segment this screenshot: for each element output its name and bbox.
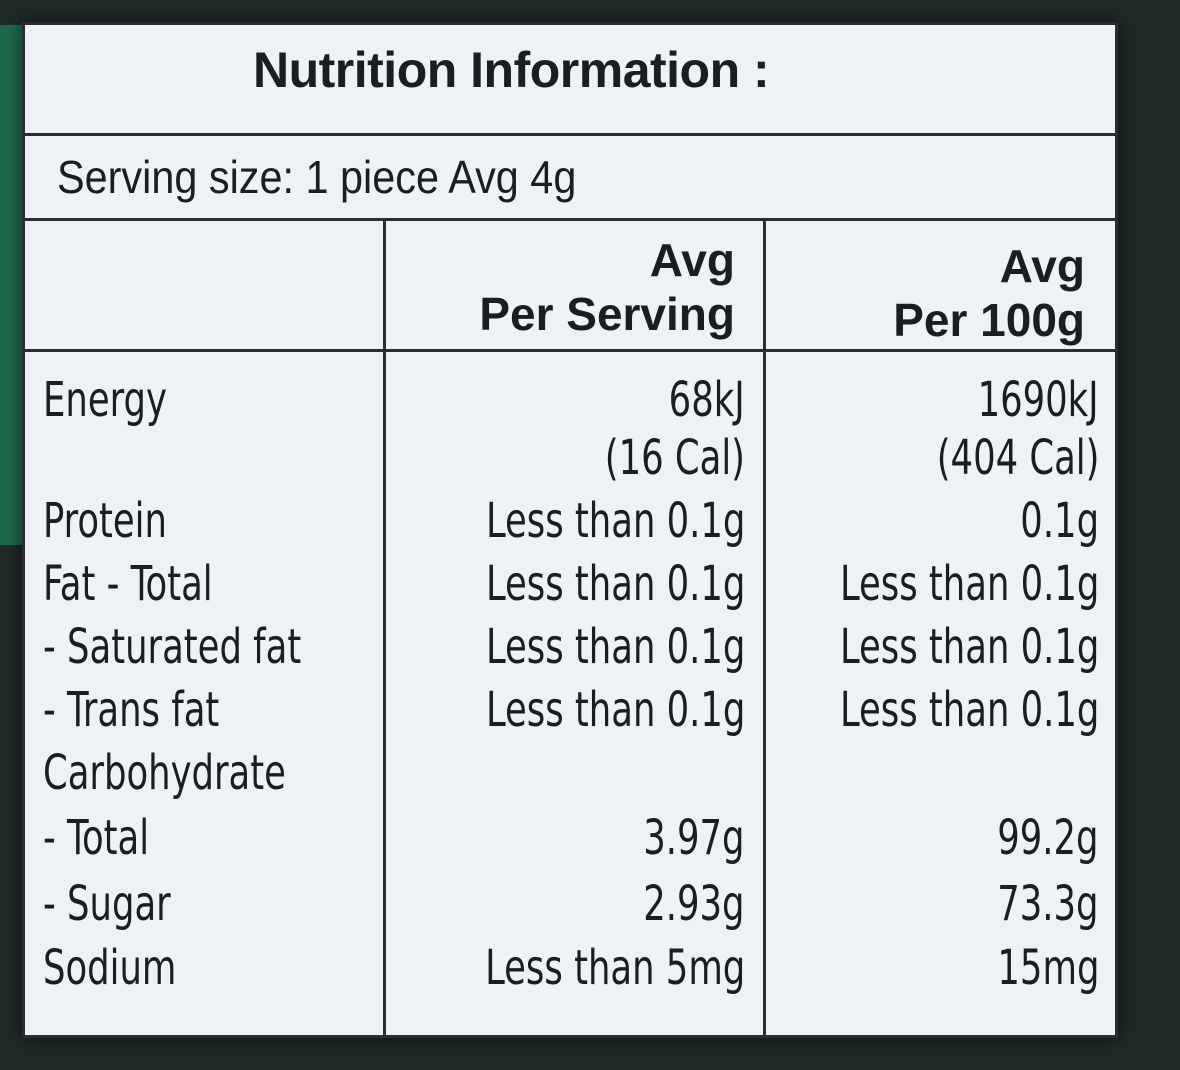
table-row: Carbohydrate	[25, 742, 1115, 804]
per-serving-value: (16 Cal)	[604, 430, 745, 486]
title-row: Nutrition Information :	[25, 25, 1115, 136]
per-100g-value: Less than 0.1g	[839, 619, 1099, 675]
nutrition-label: Nutrition Information : Serving size: 1 …	[22, 22, 1118, 1038]
nutrient-name: - Total	[43, 810, 150, 866]
header-per-100g: Avg Per 100g	[775, 239, 1085, 347]
per-100g-value: 1690kJ	[977, 372, 1099, 428]
label-title: Nutrition Information :	[253, 42, 770, 98]
table-row: - Total 3.97g 99.2g	[25, 807, 1115, 869]
per-serving-value: Less than 5mg	[484, 940, 745, 996]
serving-size: Serving size: 1 piece Avg 4g	[57, 151, 577, 203]
serving-size-row: Serving size: 1 piece Avg 4g	[25, 136, 1115, 221]
table-row: Sodium Less than 5mg 15mg	[25, 937, 1115, 999]
column-header-row: Avg Per Serving Avg Per 100g	[25, 221, 1115, 352]
per-serving-value: 2.93g	[643, 876, 745, 932]
header-per-serving: Avg Per Serving	[395, 233, 735, 341]
per-100g-value: (404 Cal)	[936, 430, 1099, 486]
nutrient-name: Fat - Total	[43, 556, 213, 612]
column-divider-2	[763, 221, 766, 1035]
per-serving-value: 68kJ	[669, 372, 745, 428]
column-divider-1	[383, 221, 386, 1035]
per-100g-value: 15mg	[996, 940, 1099, 996]
table-row: Fat - Total Less than 0.1g Less than 0.1…	[25, 553, 1115, 615]
nutrient-name: - Saturated fat	[43, 619, 302, 675]
nutrient-name: Protein	[43, 493, 167, 549]
header-per-serving-line1: Avg	[649, 234, 735, 286]
per-100g-value: 0.1g	[1020, 493, 1099, 549]
table-row: Protein Less than 0.1g 0.1g	[25, 490, 1115, 552]
per-100g-value: 99.2g	[997, 810, 1099, 866]
per-serving-value: Less than 0.1g	[485, 556, 745, 612]
header-per-serving-line2: Per Serving	[479, 288, 735, 340]
per-serving-value: Less than 0.1g	[485, 493, 745, 549]
per-100g-value: 73.3g	[997, 876, 1099, 932]
nutrient-name: Carbohydrate	[43, 745, 286, 801]
per-100g-value: Less than 0.1g	[839, 682, 1099, 738]
per-100g-value: Less than 0.1g	[839, 556, 1099, 612]
table-row: - Saturated fat Less than 0.1g Less than…	[25, 616, 1115, 678]
per-serving-value: 3.97g	[643, 810, 745, 866]
per-serving-value: Less than 0.1g	[485, 619, 745, 675]
nutrient-name: Sodium	[43, 940, 177, 996]
table-row: - Sugar 2.93g 73.3g	[25, 873, 1115, 935]
nutrient-name: - Sugar	[43, 876, 171, 932]
table-row: - Trans fat Less than 0.1g Less than 0.1…	[25, 679, 1115, 741]
header-per-100g-line1: Avg	[999, 240, 1085, 292]
table-row: (16 Cal) (404 Cal)	[25, 427, 1115, 489]
per-serving-value: Less than 0.1g	[485, 682, 745, 738]
nutrient-name: - Trans fat	[43, 682, 220, 738]
table-row: Energy 68kJ 1690kJ	[25, 369, 1115, 431]
header-per-100g-line2: Per 100g	[893, 294, 1085, 346]
nutrient-name: Energy	[43, 372, 167, 428]
